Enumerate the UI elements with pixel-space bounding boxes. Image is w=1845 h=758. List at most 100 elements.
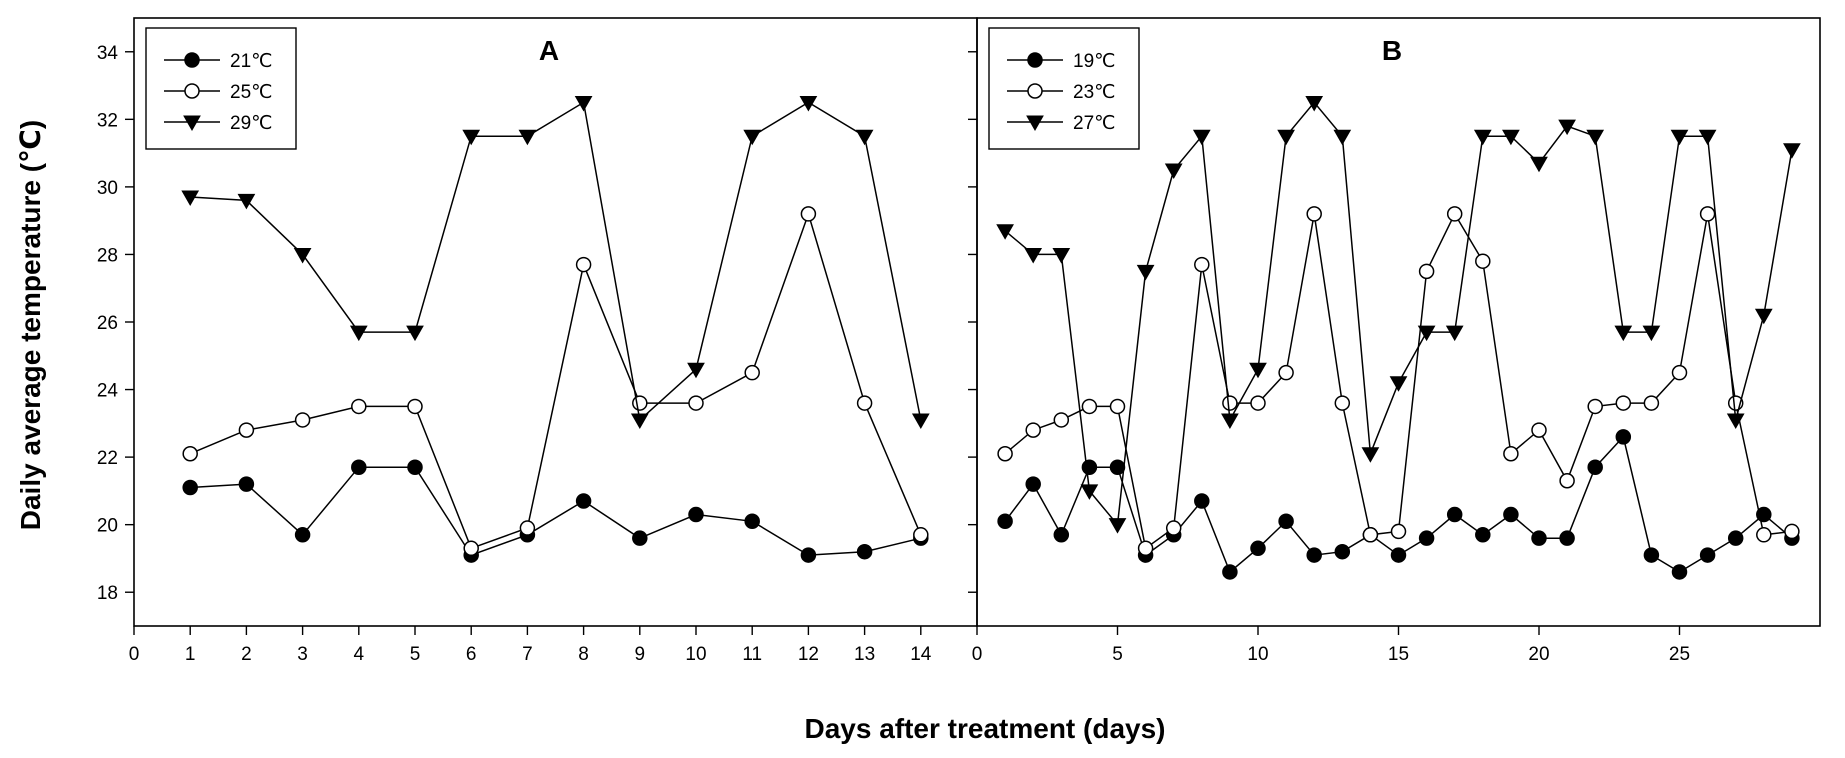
data-point <box>182 445 198 462</box>
data-point <box>1053 527 1070 543</box>
data-point <box>349 325 368 342</box>
legend-label: 23℃ <box>1073 82 1115 103</box>
data-point <box>1278 513 1294 530</box>
x-tick-label: 20 <box>1528 644 1549 665</box>
data-point <box>856 395 873 411</box>
x-tick-label: 4 <box>354 644 365 665</box>
data-point <box>351 398 367 415</box>
x-tick-label: 0 <box>972 644 983 665</box>
data-point <box>1081 459 1098 475</box>
series-2 <box>996 95 1801 534</box>
x-tick-label: 8 <box>578 644 589 665</box>
data-point <box>1024 247 1043 264</box>
data-point <box>1194 493 1210 509</box>
legend-label: 21℃ <box>230 51 272 72</box>
data-point <box>1503 445 1519 462</box>
series-line <box>190 466 921 557</box>
data-point <box>1559 530 1575 546</box>
data-point <box>181 190 200 207</box>
x-tick-label: 15 <box>1388 644 1409 665</box>
x-tick-label: 7 <box>522 644 533 665</box>
data-point <box>1192 129 1211 146</box>
panel-label: A <box>539 35 559 66</box>
data-point <box>632 530 648 546</box>
legend-marker <box>184 52 200 68</box>
y-tick-label: 18 <box>97 583 118 604</box>
data-point <box>1334 395 1351 411</box>
data-point <box>1754 308 1773 325</box>
data-point <box>1783 143 1801 159</box>
data-point <box>1164 163 1183 180</box>
data-point <box>1250 395 1266 411</box>
data-point <box>1698 129 1717 146</box>
data-point <box>1417 325 1436 342</box>
data-point <box>237 193 256 210</box>
series-line <box>1004 101 1793 527</box>
data-point <box>1531 422 1547 438</box>
data-point <box>1642 325 1661 342</box>
data-point <box>463 540 479 557</box>
legend: 19℃ 23℃ 27℃ <box>988 27 1140 150</box>
data-point <box>1222 564 1238 580</box>
data-point <box>1418 530 1435 546</box>
data-point <box>294 527 311 543</box>
data-point <box>1473 129 1492 146</box>
legend-marker <box>1027 52 1043 68</box>
data-point <box>1194 256 1210 273</box>
y-tick-label: 24 <box>97 381 119 402</box>
data-point <box>1784 523 1800 540</box>
data-point <box>1503 506 1519 523</box>
data-point <box>1306 206 1322 222</box>
legend-label: 29℃ <box>230 113 272 134</box>
series-line <box>190 101 922 422</box>
data-point <box>913 527 929 543</box>
series-line <box>189 211 922 550</box>
series-1 <box>182 206 929 557</box>
data-point <box>294 412 311 428</box>
data-point <box>1025 476 1041 492</box>
legend-box <box>988 27 1140 150</box>
series-0 <box>182 459 929 563</box>
legend-label: 19℃ <box>1073 51 1115 72</box>
y-tick-label: 28 <box>97 245 118 266</box>
data-point <box>1221 413 1239 429</box>
series-2 <box>181 95 930 429</box>
data-point <box>1531 530 1547 546</box>
data-point <box>1081 398 1098 415</box>
data-point <box>997 513 1013 530</box>
data-point <box>1586 129 1605 146</box>
data-point <box>632 395 648 411</box>
x-axis-title: Days after treatment (days) <box>804 713 1165 744</box>
data-point <box>1671 564 1688 580</box>
data-point <box>630 413 649 429</box>
data-point <box>1362 527 1379 543</box>
data-point <box>407 459 423 475</box>
data-point <box>1446 506 1463 523</box>
x-tick-label: 12 <box>798 644 819 665</box>
data-point <box>462 129 481 146</box>
data-point <box>855 129 874 146</box>
data-point <box>1249 362 1267 379</box>
data-point <box>406 325 424 342</box>
data-point <box>997 445 1013 462</box>
data-point <box>1475 527 1491 543</box>
series-1 <box>997 206 1800 557</box>
data-point <box>238 476 255 492</box>
legend-label: 25℃ <box>230 82 272 103</box>
data-point <box>1250 540 1266 557</box>
data-point <box>1333 129 1352 146</box>
data-point <box>1165 520 1182 536</box>
data-point <box>1109 459 1126 475</box>
data-point <box>688 506 704 523</box>
data-point <box>1334 543 1351 560</box>
data-point <box>856 543 873 560</box>
data-point <box>1445 325 1464 342</box>
data-point <box>293 247 312 264</box>
data-point <box>1109 398 1126 415</box>
legend-marker <box>1027 83 1043 99</box>
data-point <box>1053 412 1070 428</box>
data-point <box>1222 395 1238 411</box>
y-tick-label: 30 <box>97 178 118 199</box>
